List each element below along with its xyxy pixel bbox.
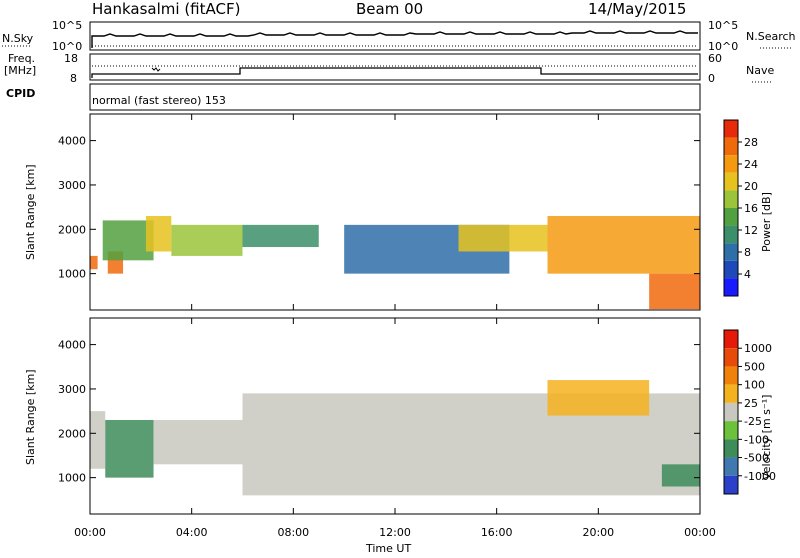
power-colorbar-swatch — [724, 278, 738, 296]
nsky-left-tick-bottom: 10^0 — [52, 40, 82, 53]
date-title: 14/May/2015 — [588, 0, 686, 18]
velocity-colorbar-swatch — [724, 457, 738, 476]
power-colorbar-swatch — [724, 155, 738, 173]
velocity-colorbar-swatch — [724, 439, 738, 458]
velocity-region — [547, 380, 650, 416]
y-tick-label: 2000 — [58, 427, 86, 440]
nave-label: Nave — [746, 64, 774, 77]
y-tick-label: 1000 — [58, 472, 86, 485]
nsearch-label: N.Search — [746, 30, 796, 43]
freq-panel-frame — [89, 53, 701, 81]
cpid-panel-frame — [89, 83, 701, 111]
power-colorbar-tick-label: 20 — [744, 180, 758, 193]
cpid-mode-text: normal (fast stereo) 153 — [92, 94, 226, 107]
velocity-colorbar-tick-label: -100 — [744, 433, 769, 446]
velocity-heatmap — [90, 380, 700, 496]
velocity-colorbar-label: Velocity [m s⁻¹] — [760, 395, 773, 480]
velocity-colorbar-swatch — [724, 366, 738, 385]
power-colorbar-swatch — [724, 260, 738, 279]
nsky-label: N.Sky — [2, 32, 34, 45]
nsky-left-tick-top: 10^5 — [52, 19, 82, 32]
y-tick-label: 4000 — [58, 135, 86, 148]
velocity-colorbar-swatch — [724, 421, 738, 440]
beam-title: Beam 00 — [356, 0, 423, 18]
velocity-y-axis-label: Slant Range [km] — [24, 369, 37, 465]
velocity-colorbar-swatch — [724, 348, 738, 367]
freq-glitch — [151, 67, 161, 72]
power-colorbar-swatch — [724, 172, 738, 191]
y-tick-label: 2000 — [58, 223, 86, 236]
power-colorbar-swatch — [724, 225, 738, 244]
x-tick-label: 04:00 — [176, 526, 208, 539]
power-colorbar-swatch — [724, 243, 738, 261]
velocity-colorbar-tick-label: -1000 — [744, 470, 776, 483]
freq-left-tick-top: 18 — [64, 52, 78, 65]
power-region — [145, 215, 172, 252]
freq-right-tick-bottom: 0 — [708, 72, 715, 85]
velocity-colorbar-tick-label: 25 — [744, 397, 758, 410]
power-colorbar-tick-label: 4 — [744, 268, 751, 281]
freq-trace — [91, 67, 698, 78]
nsky-right-tick-bottom: 10^0 — [708, 40, 738, 53]
power-colorbar-label: Power [dB] — [760, 192, 773, 252]
y-tick-label: 4000 — [58, 339, 86, 352]
power-region — [171, 224, 243, 256]
power-colorbar-tick-label: 8 — [744, 246, 751, 259]
power-region — [649, 273, 700, 310]
velocity-colorbar-swatch — [724, 330, 738, 349]
velocity-region — [105, 419, 154, 478]
y-tick-label: 1000 — [58, 268, 86, 281]
x-tick-label: 00:00 — [74, 526, 106, 539]
nsky-panel-frame — [89, 21, 701, 51]
x-axis-label: Time UT — [365, 542, 411, 554]
nsky-trace — [91, 30, 698, 48]
y-tick-label: 3000 — [58, 179, 86, 192]
velocity-colorbar-swatch — [724, 384, 738, 403]
power-y-axis-label: Slant Range [km] — [24, 164, 37, 260]
velocity-colorbar-tick-label: -500 — [744, 452, 769, 465]
velocity-colorbar-swatch — [724, 475, 738, 494]
freq-right-tick-top: 60 — [708, 52, 722, 65]
power-colorbar-swatch — [724, 137, 738, 156]
freq-label-line2: [MHz] — [4, 64, 36, 77]
power-colorbar-tick-label: 24 — [744, 158, 758, 171]
velocity-colorbar-tick-label: 1000 — [744, 342, 772, 355]
power-heatmap — [90, 215, 700, 310]
velocity-colorbar-tick-label: 100 — [744, 379, 765, 392]
y-tick-label: 3000 — [58, 383, 86, 396]
power-panel-frame — [89, 113, 701, 311]
x-tick-label: 00:00 — [684, 526, 716, 539]
x-tick-label: 12:00 — [379, 526, 411, 539]
power-region — [102, 220, 154, 261]
power-colorbar-swatch — [724, 190, 738, 208]
power-colorbar-swatch — [724, 120, 738, 138]
cpid-label: CPID — [6, 87, 35, 100]
power-colorbar-tick-label: 16 — [744, 202, 758, 215]
nsky-right-tick-top: 10^5 — [708, 19, 738, 32]
velocity-region — [661, 464, 700, 487]
power-colorbar-tick-label: 28 — [744, 136, 758, 149]
x-tick-label: 16:00 — [481, 526, 513, 539]
freq-label-line1: Freq. — [8, 52, 35, 65]
freq-left-tick-bottom: 8 — [70, 72, 77, 85]
velocity-colorbar-tick-label: 500 — [744, 360, 765, 373]
x-tick-label: 20:00 — [582, 526, 614, 539]
velocity-colorbar-swatch — [724, 402, 738, 422]
power-region — [547, 215, 700, 274]
velocity-region — [153, 419, 243, 465]
station-title: Hankasalmi (fitACF) — [92, 0, 240, 18]
power-region — [90, 255, 98, 270]
velocity-region — [90, 411, 106, 469]
power-colorbar-swatch — [724, 208, 738, 226]
x-tick-label: 08:00 — [277, 526, 309, 539]
power-region — [242, 224, 319, 248]
nsky-line — [91, 30, 698, 48]
velocity-colorbar-frame — [723, 329, 739, 495]
power-colorbar-tick-label: 12 — [744, 224, 758, 237]
velocity-colorbar-tick-label: -25 — [744, 415, 762, 428]
power-region — [458, 224, 548, 252]
